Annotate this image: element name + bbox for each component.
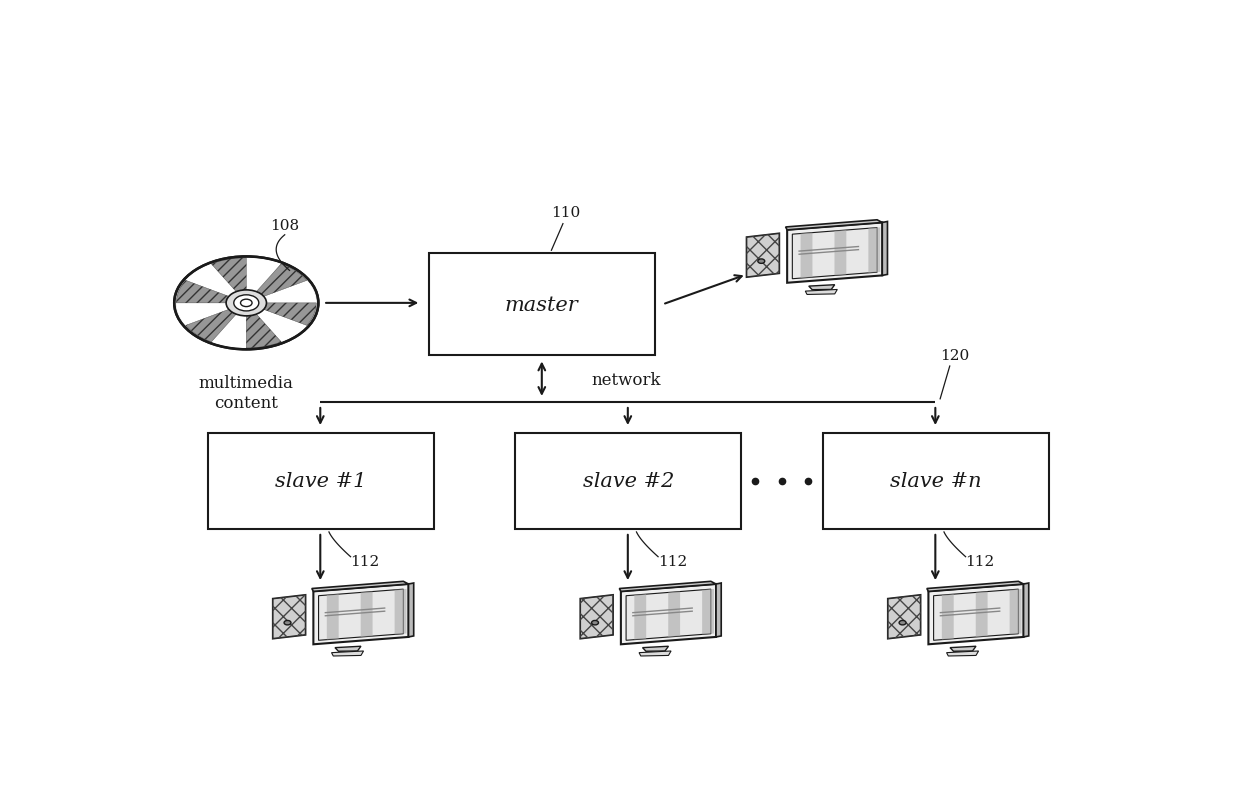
Text: 112: 112 bbox=[658, 554, 687, 568]
Polygon shape bbox=[257, 310, 306, 342]
Polygon shape bbox=[327, 594, 339, 640]
Text: 112: 112 bbox=[966, 554, 994, 568]
Polygon shape bbox=[335, 646, 361, 651]
Polygon shape bbox=[942, 594, 954, 640]
Bar bbox=[823, 434, 1049, 529]
Circle shape bbox=[234, 296, 259, 312]
Polygon shape bbox=[702, 589, 714, 634]
Polygon shape bbox=[883, 222, 888, 276]
Text: master: master bbox=[505, 296, 579, 315]
Circle shape bbox=[174, 257, 319, 350]
Circle shape bbox=[284, 621, 291, 625]
Polygon shape bbox=[715, 583, 722, 637]
Polygon shape bbox=[257, 264, 306, 297]
Circle shape bbox=[226, 291, 267, 316]
Polygon shape bbox=[642, 646, 668, 651]
Text: 110: 110 bbox=[552, 206, 580, 220]
Polygon shape bbox=[805, 290, 837, 295]
Polygon shape bbox=[746, 234, 780, 278]
Circle shape bbox=[591, 621, 599, 625]
Polygon shape bbox=[211, 315, 247, 349]
Polygon shape bbox=[786, 221, 883, 230]
Polygon shape bbox=[186, 264, 236, 297]
Text: 120: 120 bbox=[940, 349, 970, 362]
Polygon shape bbox=[976, 592, 987, 638]
Polygon shape bbox=[787, 223, 883, 283]
Circle shape bbox=[241, 300, 252, 308]
Text: 112: 112 bbox=[351, 554, 379, 568]
Polygon shape bbox=[934, 589, 1018, 641]
Bar bbox=[208, 434, 434, 529]
Polygon shape bbox=[247, 259, 281, 292]
Text: 108: 108 bbox=[270, 218, 299, 232]
Polygon shape bbox=[946, 651, 978, 656]
Text: network: network bbox=[591, 372, 661, 389]
Polygon shape bbox=[247, 315, 281, 349]
Polygon shape bbox=[868, 228, 880, 274]
Polygon shape bbox=[394, 589, 407, 634]
Polygon shape bbox=[264, 281, 316, 304]
Polygon shape bbox=[926, 581, 1023, 592]
Polygon shape bbox=[929, 585, 1023, 645]
Text: slave #n: slave #n bbox=[890, 472, 982, 491]
Polygon shape bbox=[186, 310, 236, 342]
Polygon shape bbox=[1009, 589, 1022, 634]
Circle shape bbox=[758, 259, 765, 264]
Polygon shape bbox=[176, 281, 229, 304]
Polygon shape bbox=[888, 595, 920, 639]
Polygon shape bbox=[273, 595, 305, 639]
Polygon shape bbox=[626, 589, 711, 641]
Polygon shape bbox=[668, 592, 680, 638]
Polygon shape bbox=[580, 595, 613, 639]
Polygon shape bbox=[621, 585, 715, 645]
Text: slave #2: slave #2 bbox=[583, 472, 675, 491]
Polygon shape bbox=[792, 228, 877, 279]
Bar bbox=[516, 434, 742, 529]
Polygon shape bbox=[361, 592, 372, 638]
Text: multimedia
content: multimedia content bbox=[198, 374, 294, 411]
Polygon shape bbox=[264, 304, 316, 326]
Polygon shape bbox=[311, 581, 408, 592]
Polygon shape bbox=[319, 589, 403, 641]
Circle shape bbox=[899, 621, 906, 625]
Polygon shape bbox=[314, 585, 408, 645]
Bar bbox=[429, 254, 655, 356]
Polygon shape bbox=[639, 651, 671, 656]
Polygon shape bbox=[635, 594, 646, 640]
Polygon shape bbox=[1023, 583, 1029, 637]
Polygon shape bbox=[950, 646, 976, 651]
Polygon shape bbox=[801, 234, 812, 279]
Polygon shape bbox=[331, 651, 363, 656]
Polygon shape bbox=[808, 285, 835, 291]
Polygon shape bbox=[211, 259, 247, 292]
Polygon shape bbox=[408, 583, 414, 637]
Polygon shape bbox=[619, 581, 715, 592]
Polygon shape bbox=[176, 304, 229, 326]
Text: slave #1: slave #1 bbox=[275, 472, 367, 491]
Polygon shape bbox=[835, 230, 847, 276]
